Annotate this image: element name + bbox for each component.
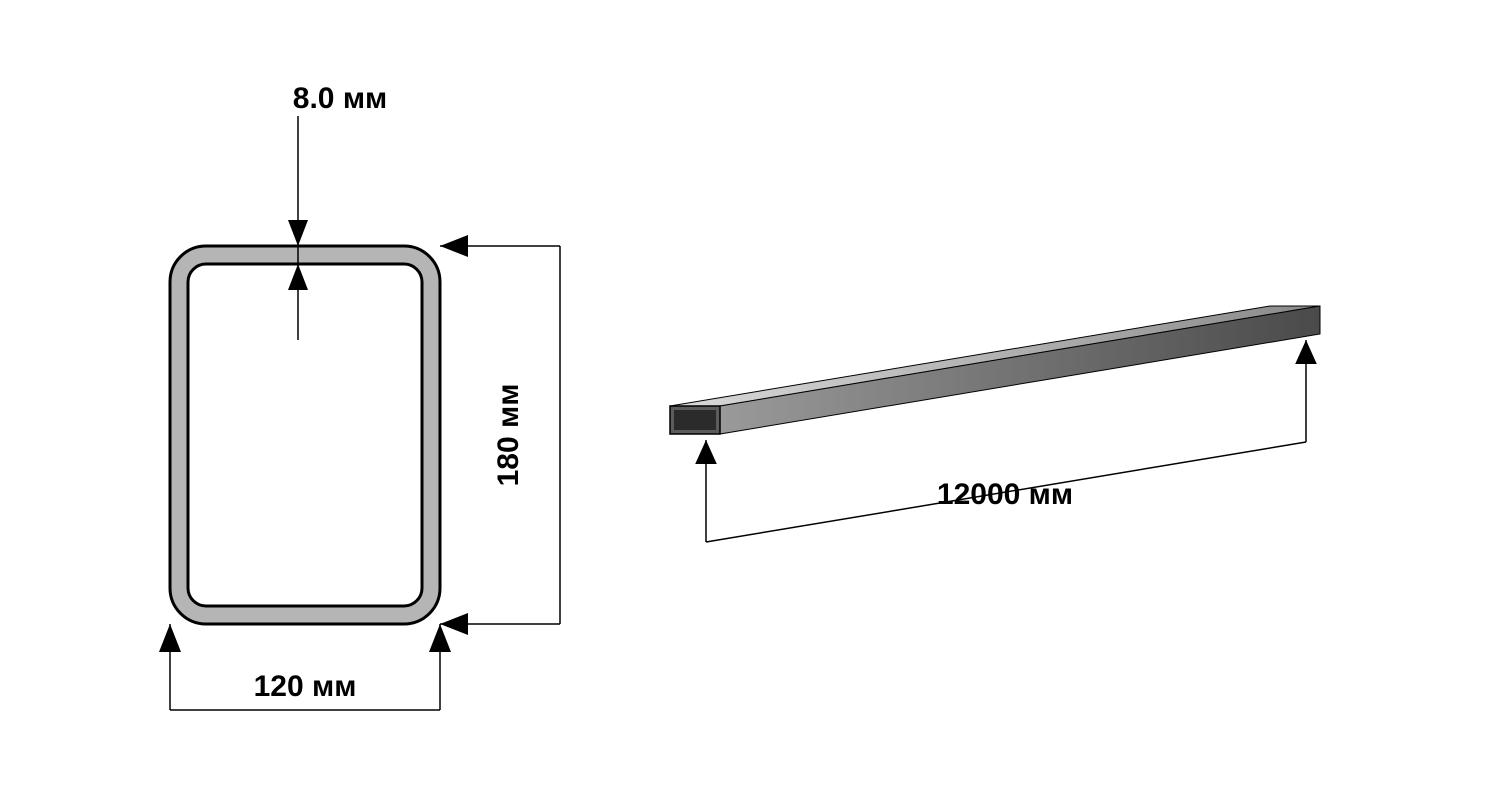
tube-top-face [670, 306, 1320, 406]
profile-inner [188, 264, 422, 606]
arrow-up-icon [429, 624, 451, 652]
tube-3d [670, 306, 1320, 434]
thickness-label: 8.0 мм [293, 82, 387, 115]
width-label: 120 мм [254, 670, 357, 703]
dimension-height: 180 мм [440, 235, 560, 635]
arrow-up-icon [159, 624, 181, 652]
length-label: 12000 мм [937, 478, 1073, 511]
arrow-down-icon [288, 220, 308, 246]
arrow-left-icon [440, 235, 468, 257]
arrow-up-icon [695, 440, 717, 464]
tube-hollow [674, 410, 716, 430]
dimension-width: 120 мм [159, 624, 451, 710]
tube-side-face [720, 306, 1320, 434]
arrow-left-icon [440, 613, 468, 635]
cross-section [170, 246, 440, 624]
arrow-up-icon [1295, 340, 1317, 364]
height-label: 180 мм [492, 384, 525, 487]
